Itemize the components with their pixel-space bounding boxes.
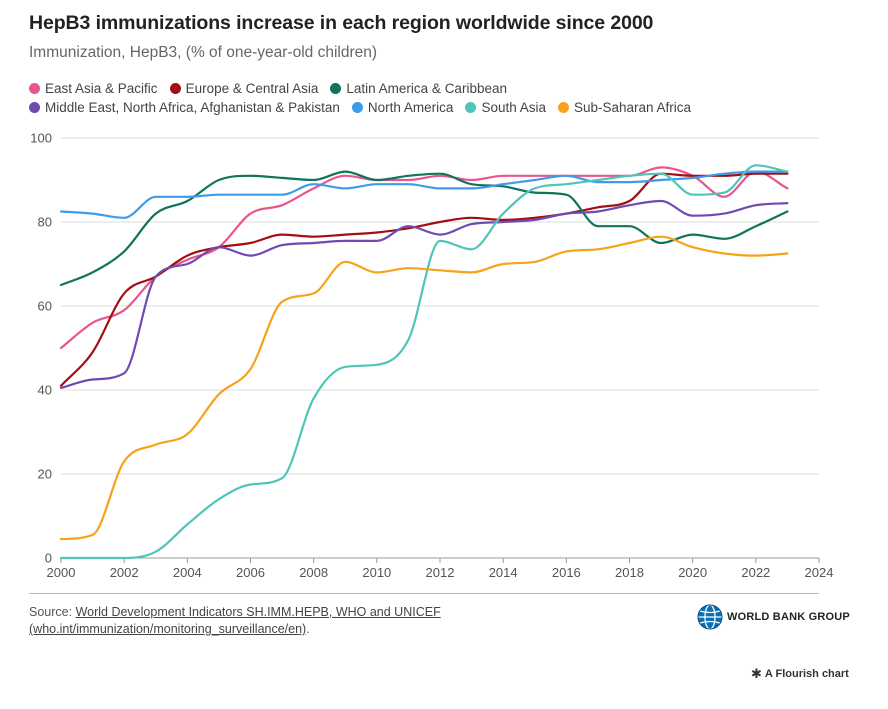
x-tick-label: 2016 (552, 565, 581, 580)
x-tick-label: 2008 (299, 565, 328, 580)
y-tick-label: 100 (30, 131, 52, 146)
source-link-wdi[interactable]: World Development Indicators SH.IMM.HEPB… (75, 605, 441, 619)
x-tick-label: 2002 (110, 565, 139, 580)
x-tick-label: 2014 (489, 565, 518, 580)
x-tick-label: 2012 (426, 565, 455, 580)
flourish-credit[interactable]: ✱ A Flourish chart (751, 666, 849, 682)
series-line (59, 170, 789, 219)
world-bank-logo: WORLD BANK GROUP (697, 604, 850, 630)
flourish-star-icon: ✱ (751, 666, 762, 681)
y-tick-label: 20 (38, 467, 52, 482)
legend-label: Middle East, North Africa, Afghanistan &… (45, 100, 340, 115)
world-bank-globe-icon (697, 604, 723, 630)
series-line (59, 235, 789, 541)
legend-swatch (29, 102, 40, 113)
legend-swatch (29, 83, 40, 94)
chart-title: HepB3 immunizations increase in each reg… (29, 12, 654, 34)
series-line (59, 166, 789, 350)
y-tick-label: 60 (38, 299, 52, 314)
legend-item[interactable]: North America (351, 98, 454, 117)
y-tick-label: 0 (45, 551, 52, 566)
legend-item[interactable]: Europe & Central Asia (169, 79, 319, 98)
world-bank-name: WORLD BANK GROUP (727, 611, 850, 623)
legend-item[interactable]: Latin America & Caribbean (330, 79, 507, 98)
x-tick-label: 2020 (678, 565, 707, 580)
y-tick-label: 40 (38, 383, 52, 398)
series-line (59, 164, 789, 560)
legend-label: South Asia (481, 100, 546, 115)
x-tick-label: 2006 (236, 565, 265, 580)
legend-item[interactable]: East Asia & Pacific (29, 79, 158, 98)
chart-subtitle: Immunization, HepB3, (% of one-year-old … (29, 44, 378, 61)
chart-legend: East Asia & Pacific Europe & Central Asia… (29, 79, 869, 117)
legend-swatch (169, 83, 181, 94)
x-tick-label: 2022 (741, 565, 770, 580)
legend-row: East Asia & Pacific Europe & Central Asia… (29, 79, 869, 98)
series-line (59, 199, 789, 389)
legend-swatch (351, 102, 363, 113)
legend-label: Europe & Central Asia (185, 81, 319, 96)
y-tick-label: 80 (38, 215, 52, 230)
series-line (59, 170, 789, 287)
legend-label: East Asia & Pacific (45, 81, 158, 96)
source-prefix: Source: (29, 605, 76, 619)
legend-swatch (465, 102, 477, 113)
legend-item[interactable]: Sub-Saharan Africa (557, 98, 692, 117)
legend-label: Sub-Saharan Africa (573, 100, 692, 115)
x-tick-label: 2024 (805, 565, 834, 580)
legend-item[interactable]: South Asia (465, 98, 546, 117)
flourish-credit-text: A Flourish chart (764, 668, 849, 680)
x-tick-label: 2000 (47, 565, 76, 580)
source-note: Source: World Development Indicators SH.… (29, 604, 441, 638)
legend-item[interactable]: Middle East, North Africa, Afghanistan &… (29, 98, 340, 117)
legend-label: North America (367, 100, 454, 115)
footer-divider (29, 593, 819, 594)
x-tick-label: 2004 (173, 565, 202, 580)
source-link-who[interactable]: (who.int/immunization/monitoring_surveil… (29, 622, 307, 636)
legend-swatch (557, 102, 569, 113)
source-suffix: . (306, 622, 310, 636)
x-tick-label: 2018 (615, 565, 644, 580)
legend-label: Latin America & Caribbean (346, 81, 507, 96)
x-tick-label: 2010 (362, 565, 391, 580)
legend-row: Middle East, North Africa, Afghanistan &… (29, 98, 869, 117)
legend-swatch (330, 83, 342, 94)
